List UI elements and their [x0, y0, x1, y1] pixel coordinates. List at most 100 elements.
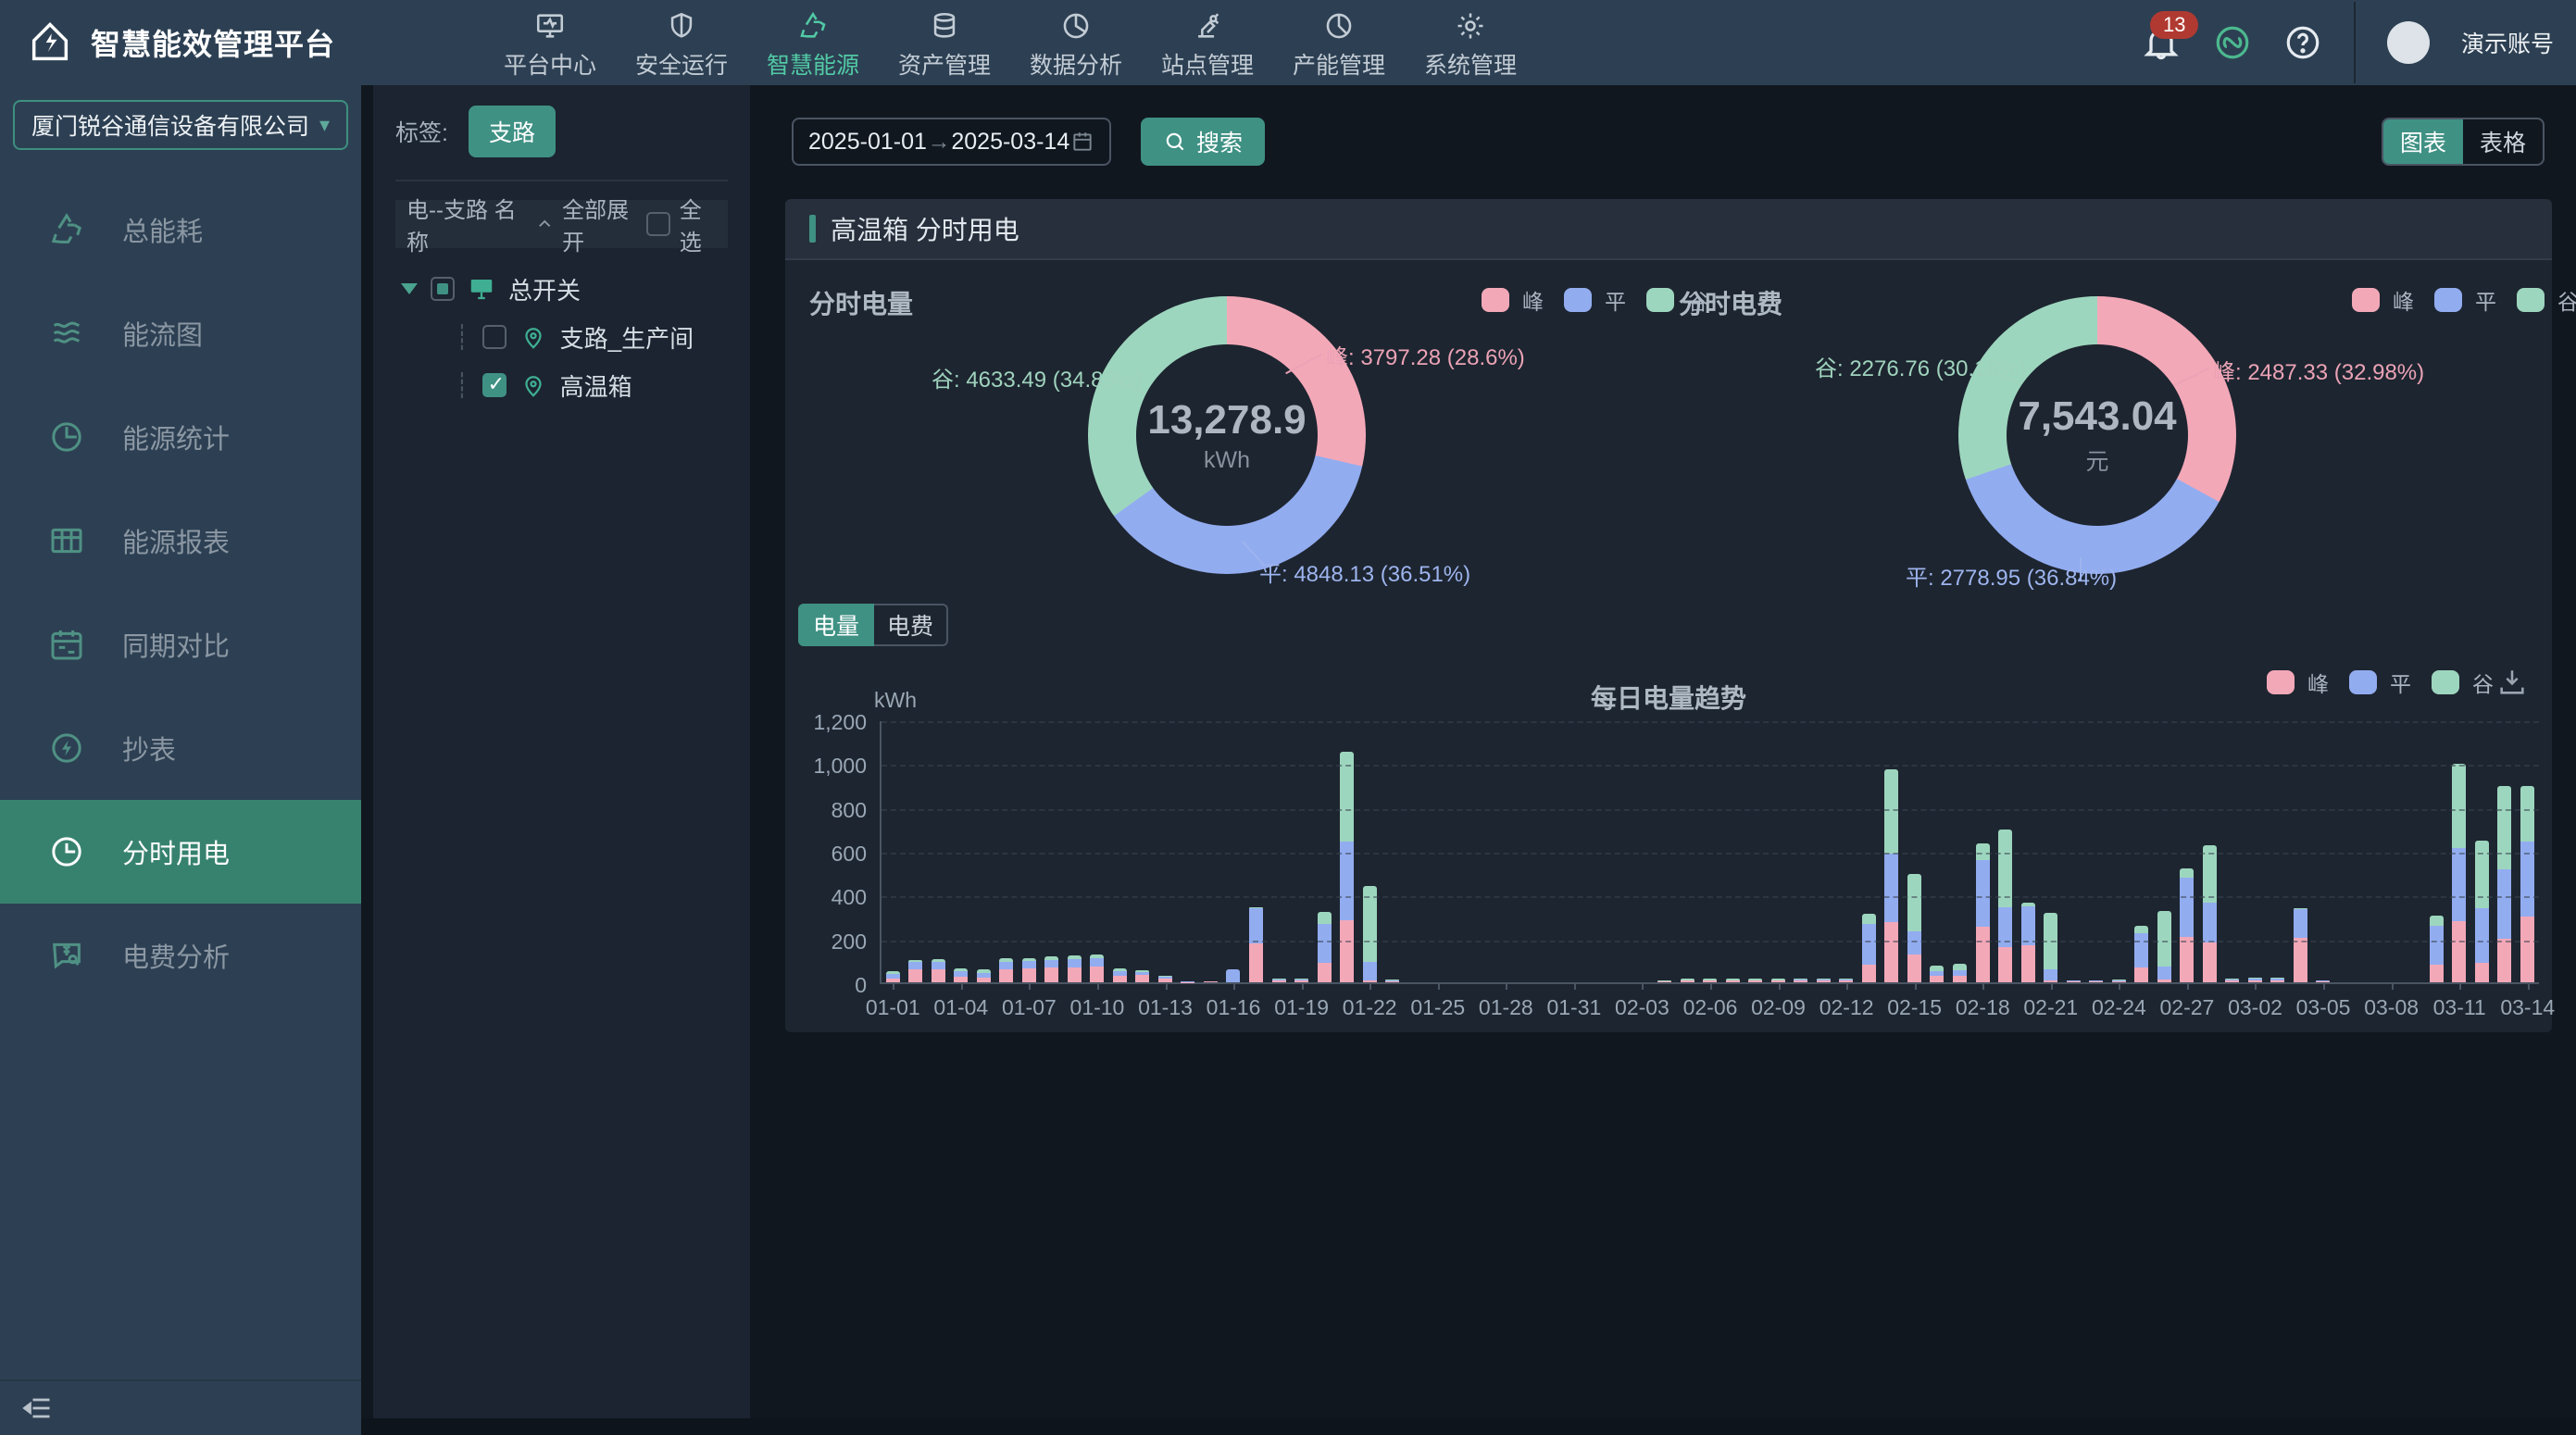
donut-label-valley: 谷: 2276.76 (30.18%) — [1815, 356, 2027, 381]
help-icon[interactable] — [2283, 23, 2322, 62]
bar-column — [2357, 721, 2381, 982]
x-tick-mark — [1301, 982, 1304, 990]
sidebar-item-period-comparison[interactable]: 同期对比 — [0, 593, 361, 696]
tree-node-label[interactable]: 总开关 — [508, 276, 581, 305]
tree: 总开关 ┊ 支路_生产间 ┊ 高温箱 — [373, 248, 750, 409]
tab-cost[interactable]: 电费 — [874, 604, 949, 646]
date-start[interactable]: 2025-01-01 — [808, 128, 927, 155]
x-tick-label: 01-13 — [1138, 995, 1193, 1019]
nav-site-management[interactable]: 站点管理 — [1148, 5, 1267, 81]
legend-flat-swatch[interactable] — [1564, 288, 1592, 312]
bottom-strip — [361, 1418, 2576, 1435]
bar-segment-flat — [2429, 926, 2444, 965]
select-all-label[interactable]: 全选 — [679, 198, 702, 256]
legend-peak-swatch[interactable] — [1482, 288, 1509, 312]
legend-valley-swatch[interactable] — [1646, 288, 1674, 312]
donut-chart-cost: 7,543.04 元 — [1958, 296, 2236, 574]
legend-valley-swatch[interactable] — [2517, 288, 2545, 312]
x-tick-mark — [2323, 982, 2326, 990]
nav-label: 系统管理 — [1423, 53, 1517, 79]
x-tick-mark — [1982, 982, 1985, 990]
bar-column — [2448, 721, 2471, 982]
bar-segment-peak — [2066, 981, 2081, 982]
sidebar-item-tou-electricity[interactable]: 分时用电 — [0, 800, 361, 904]
legend-valley-swatch[interactable] — [2432, 670, 2459, 694]
card-header: 高温箱 分时用电 — [785, 199, 2552, 260]
x-tick-mark — [2255, 982, 2257, 990]
bar-segment-valley — [1998, 829, 2013, 907]
bar-segment-flat — [885, 973, 900, 979]
legend-flat-label: 平 — [2390, 672, 2411, 696]
date-range-picker[interactable]: 2025-01-01 → 2025-03-14 — [792, 118, 1111, 166]
bar-segment-peak — [1839, 980, 1854, 982]
sidebar-item-total-energy[interactable]: 总能耗 — [0, 178, 361, 281]
gear-icon — [1457, 13, 1483, 39]
nav-system-management[interactable]: 系统管理 — [1411, 5, 1530, 81]
bar-segment-peak — [1680, 980, 1694, 982]
tab-energy[interactable]: 电量 — [798, 604, 875, 646]
nav-smart-energy[interactable]: 智慧能源 — [754, 5, 872, 81]
collapse-sidebar-icon[interactable] — [20, 1391, 54, 1425]
bars-container — [882, 721, 2539, 982]
sidebar-item-meter-reading[interactable]: 抄表 — [0, 696, 361, 800]
nav-asset-management[interactable]: 资产管理 — [885, 5, 1004, 81]
expand-all-button[interactable]: 全部展开 — [562, 198, 630, 256]
legend-flat-swatch[interactable] — [2434, 288, 2462, 312]
bar-column — [1608, 721, 1632, 982]
donut-energy-legend: 峰 平 谷 — [1482, 284, 1716, 316]
bar-column — [1835, 721, 1858, 982]
child-checkbox-unchecked[interactable] — [481, 325, 506, 349]
view-chart-toggle[interactable]: 图表 — [2383, 119, 2463, 164]
tree-node-root[interactable]: 总开关 — [401, 265, 750, 313]
sidebar-item-energy-statistics[interactable]: 能源统计 — [0, 385, 361, 489]
notifications-button[interactable]: 13 — [2141, 11, 2199, 63]
nav-safe-operation[interactable]: 安全运行 — [622, 5, 741, 81]
leader-line — [2080, 557, 2082, 581]
bar-segment-peak — [1203, 981, 1218, 982]
tree-node-label[interactable]: 高温箱 — [559, 372, 632, 401]
root-checkbox-indeterminate[interactable] — [431, 277, 455, 301]
caret-down-icon[interactable] — [401, 283, 418, 294]
bar-segment-valley — [1703, 979, 1718, 980]
bar-segment-valley — [1067, 955, 1082, 959]
view-table-toggle[interactable]: 表格 — [2479, 131, 2526, 156]
link-status-icon[interactable] — [2213, 23, 2252, 62]
tag-branch-button[interactable]: 支路 — [468, 106, 556, 157]
legend-peak-swatch[interactable] — [2267, 670, 2295, 694]
nav-data-analysis[interactable]: 数据分析 — [1017, 5, 1135, 81]
avatar[interactable] — [2386, 21, 2430, 64]
select-all-checkbox[interactable] — [645, 212, 670, 236]
bar-column — [2130, 721, 2153, 982]
x-tick-label: 01-04 — [933, 995, 989, 1019]
company-select[interactable]: 厦门锐谷通信设备有限公司 ▾ — [13, 100, 348, 150]
bar-segment-peak — [2247, 980, 2262, 982]
bar-column — [2311, 721, 2334, 982]
bar-segment-peak — [2270, 980, 2285, 982]
tag-label: 标签: — [395, 120, 448, 146]
bar-column — [1449, 721, 1472, 982]
sidebar-item-tariff-analysis[interactable]: 电费分析 — [0, 904, 361, 1007]
download-icon[interactable] — [2496, 667, 2528, 698]
bar-segment-peak — [1271, 980, 1286, 982]
x-tick-label: 01-22 — [1342, 995, 1397, 1019]
tree-node-label[interactable]: 支路_生产间 — [559, 324, 694, 353]
bar-segment-valley — [1884, 768, 1899, 855]
sidebar-item-label: 能源报表 — [122, 529, 231, 558]
bar-segment-valley — [1907, 874, 1921, 932]
bar-segment-peak — [976, 978, 991, 982]
nav-label: 智慧能源 — [766, 53, 859, 79]
child-checkbox-checked[interactable] — [481, 372, 506, 397]
legend-flat-swatch[interactable] — [2349, 670, 2377, 694]
nav-capacity-management[interactable]: 产能管理 — [1280, 5, 1398, 81]
legend-peak-swatch[interactable] — [2352, 288, 2380, 312]
x-tick-label: 02-24 — [2091, 995, 2146, 1019]
sidebar-item-energy-flow[interactable]: 能流图 — [0, 281, 361, 385]
location-pin-icon — [525, 328, 542, 349]
chevron-up-icon — [538, 219, 550, 227]
date-end[interactable]: 2025-03-14 — [951, 128, 1070, 155]
nav-platform-center[interactable]: 平台中心 — [491, 5, 609, 81]
search-button[interactable]: 搜索 — [1141, 118, 1266, 166]
sidebar-item-energy-report[interactable]: 能源报表 — [0, 489, 361, 593]
tree-node-branch-workshop[interactable]: ┊ 支路_生产间 — [401, 313, 750, 361]
tree-node-high-temp-box[interactable]: ┊ 高温箱 — [401, 361, 750, 409]
